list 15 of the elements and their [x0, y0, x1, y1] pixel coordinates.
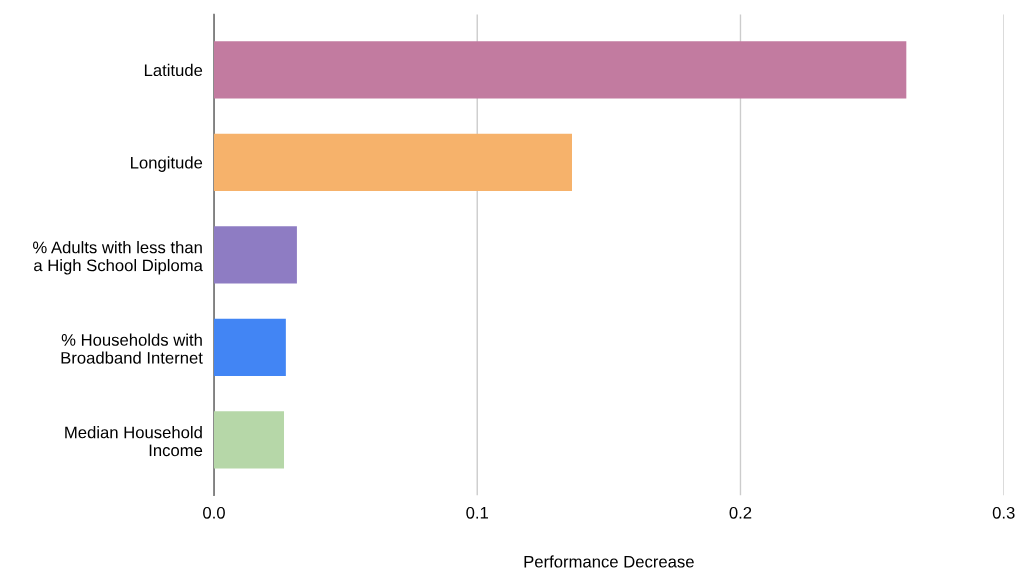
- y-tick-label: Longitude: [131, 156, 203, 172]
- x-tick-label: 0.1: [466, 506, 488, 519]
- y-tick-label: Median Household Income: [65, 426, 203, 457]
- bar: [213, 226, 297, 284]
- bar: [213, 133, 572, 192]
- y-tick-label: % Households with Broadband Internet: [61, 333, 203, 364]
- y-tick-label: Latitude: [144, 63, 203, 77]
- x-tick-label: 0.3: [992, 506, 1015, 519]
- bar: [213, 41, 907, 99]
- x-axis-title: Performance Decrease: [524, 555, 694, 568]
- bar: [213, 411, 285, 469]
- x-tick-label: 0.0: [203, 506, 225, 519]
- x-tick-label: 0.2: [729, 506, 752, 519]
- bar: [213, 318, 286, 377]
- y-tick-label: % Adults with less than a High School Diploma: [33, 241, 203, 275]
